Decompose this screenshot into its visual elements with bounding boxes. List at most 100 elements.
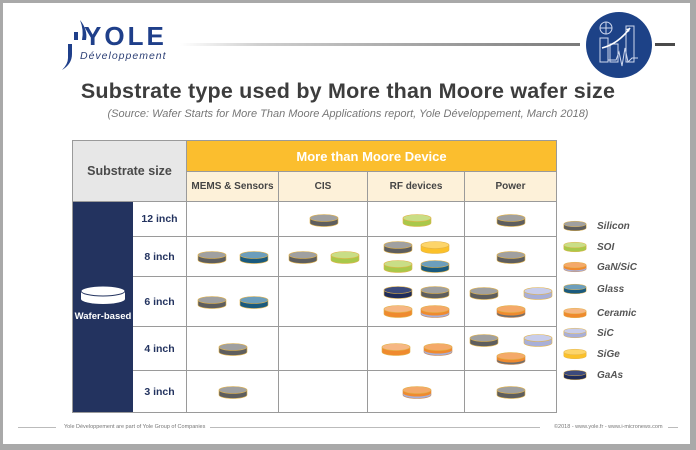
wafer-silicon-icon (496, 213, 526, 227)
cell-3-inch-cis (279, 371, 368, 413)
wafer-gan-sic-icon (420, 304, 450, 318)
wafer-glass-icon (239, 295, 269, 309)
wafer-icon (80, 285, 126, 304)
wafer-sige-icon (420, 240, 450, 254)
legend-ceramic-icon (563, 304, 587, 323)
cell-4-inch-mems (187, 327, 279, 371)
legend-item-soi: SOI (563, 239, 693, 255)
corner-header: Substrate size (73, 141, 187, 202)
cell-12-inch-mems (187, 202, 279, 237)
cell-6-inch-cis (279, 277, 368, 327)
legend-item-silicon: Silicon (563, 218, 693, 234)
legend-label: SOI (597, 241, 615, 253)
legend-gaas-icon (563, 366, 587, 385)
wafer-soi-icon (402, 213, 432, 227)
size-label-3: 3 inch (133, 371, 187, 413)
report-emblem-icon (586, 12, 652, 78)
wafer-gan-sic-icon (402, 385, 432, 399)
column-header-cis: CIS (279, 172, 368, 202)
wafer-silicon-icon (496, 385, 526, 399)
legend-label: Silicon (597, 220, 630, 232)
cell-4-inch-rf (368, 327, 465, 371)
wafer-gaas-icon (383, 285, 413, 299)
legend-item-sic: SiC (563, 325, 693, 341)
wafer-glass-icon (239, 250, 269, 264)
cell-8-inch-cis (279, 237, 368, 277)
legend-silicon-icon (563, 217, 587, 236)
legend-sige-icon (563, 345, 587, 364)
wafer-silicon-icon (383, 240, 413, 254)
wafer-soi-icon (330, 250, 360, 264)
cell-8-inch-mems (187, 237, 279, 277)
row-group-label: Wafer-based (74, 310, 132, 322)
legend-soi-icon (563, 238, 587, 257)
header-divider-right (655, 43, 675, 46)
cell-12-inch-rf (368, 202, 465, 237)
legend-label: SiC (597, 327, 614, 339)
cell-3-inch-rf (368, 371, 465, 413)
footer-divider-right (668, 427, 678, 428)
wafer-gan-sic-icon (423, 342, 453, 356)
page-subtitle: (Source: Wafer Starts for More Than Moor… (107, 108, 589, 120)
legend-label: Glass (597, 283, 625, 295)
legend-label: GaN/SiC (597, 261, 638, 273)
page-title: Substrate type used by More than Moore w… (80, 79, 616, 103)
cell-8-inch-rf (368, 237, 465, 277)
wafer-ceramic-icon (383, 304, 413, 318)
wafer-silicon-icon (496, 250, 526, 264)
column-header-mems: MEMS & Sensors (187, 172, 279, 202)
group-header: More than Moore Device (187, 141, 557, 172)
footer-left-text: Yole Développement are part of Yole Grou… (60, 424, 210, 430)
wafer-silicon-icon (197, 295, 227, 309)
wafer-glass-icon (420, 259, 450, 273)
yole-logo: YOLE Développement (58, 18, 178, 70)
row-group-wafer-based: Wafer-based (73, 202, 133, 413)
logo-text: YOLE (84, 21, 167, 51)
cell-12-inch-cis (279, 202, 368, 237)
cell-4-inch-cis (279, 327, 368, 371)
cell-6-inch-mems (187, 277, 279, 327)
cell-6-inch-rf (368, 277, 465, 327)
wafer-silicon-icon (420, 285, 450, 299)
wafer-silicon-icon (218, 385, 248, 399)
wafer-silicon-icon (197, 250, 227, 264)
size-label-4: 4 inch (133, 327, 187, 371)
size-label-8: 8 inch (133, 237, 187, 277)
legend-gan-sic-icon (563, 258, 587, 277)
wafer-gan-si-icon (496, 304, 526, 318)
cell-3-inch-mems (187, 371, 279, 413)
cell-6-inch-power (465, 277, 557, 327)
wafer-gan-si-icon (496, 351, 526, 365)
logo-swoosh-icon (62, 20, 87, 70)
wafer-sic-icon (523, 333, 553, 347)
cell-8-inch-power (465, 237, 557, 277)
cell-4-inch-power (465, 327, 557, 371)
column-header-power: Power (465, 172, 557, 202)
footer-right-text: ©2018 - www.yole.fr - www.i-micronews.co… (550, 424, 667, 430)
footer-divider-middle (210, 427, 540, 428)
logo-subtext: Développement (80, 50, 167, 62)
legend-item-glass: Glass (563, 281, 693, 297)
wafer-silicon-icon (309, 213, 339, 227)
wafer-soi-icon (383, 259, 413, 273)
legend-label: GaAs (597, 369, 624, 381)
legend-item-sige: SiGe (563, 346, 693, 362)
size-label-12: 12 inch (133, 202, 187, 237)
column-header-rf: RF devices (368, 172, 465, 202)
wafer-silicon-icon (288, 250, 318, 264)
wafer-silicon-icon (469, 286, 499, 300)
wafer-silicon-icon (218, 342, 248, 356)
legend-label: Ceramic (597, 307, 637, 319)
substrate-table: Substrate size More than Moore Device ME… (72, 140, 557, 413)
legend-glass-icon (563, 280, 587, 299)
wafer-sic-icon (523, 286, 553, 300)
cell-3-inch-power (465, 371, 557, 413)
legend-sic-icon (563, 324, 587, 343)
wafer-silicon-icon (469, 333, 499, 347)
footer-divider-left (18, 427, 56, 428)
size-label-6: 6 inch (133, 277, 187, 327)
legend-item-gan-sic: GaN/SiC (563, 259, 693, 275)
header-divider (180, 43, 580, 46)
legend-label: SiGe (597, 348, 620, 360)
cell-12-inch-power (465, 202, 557, 237)
